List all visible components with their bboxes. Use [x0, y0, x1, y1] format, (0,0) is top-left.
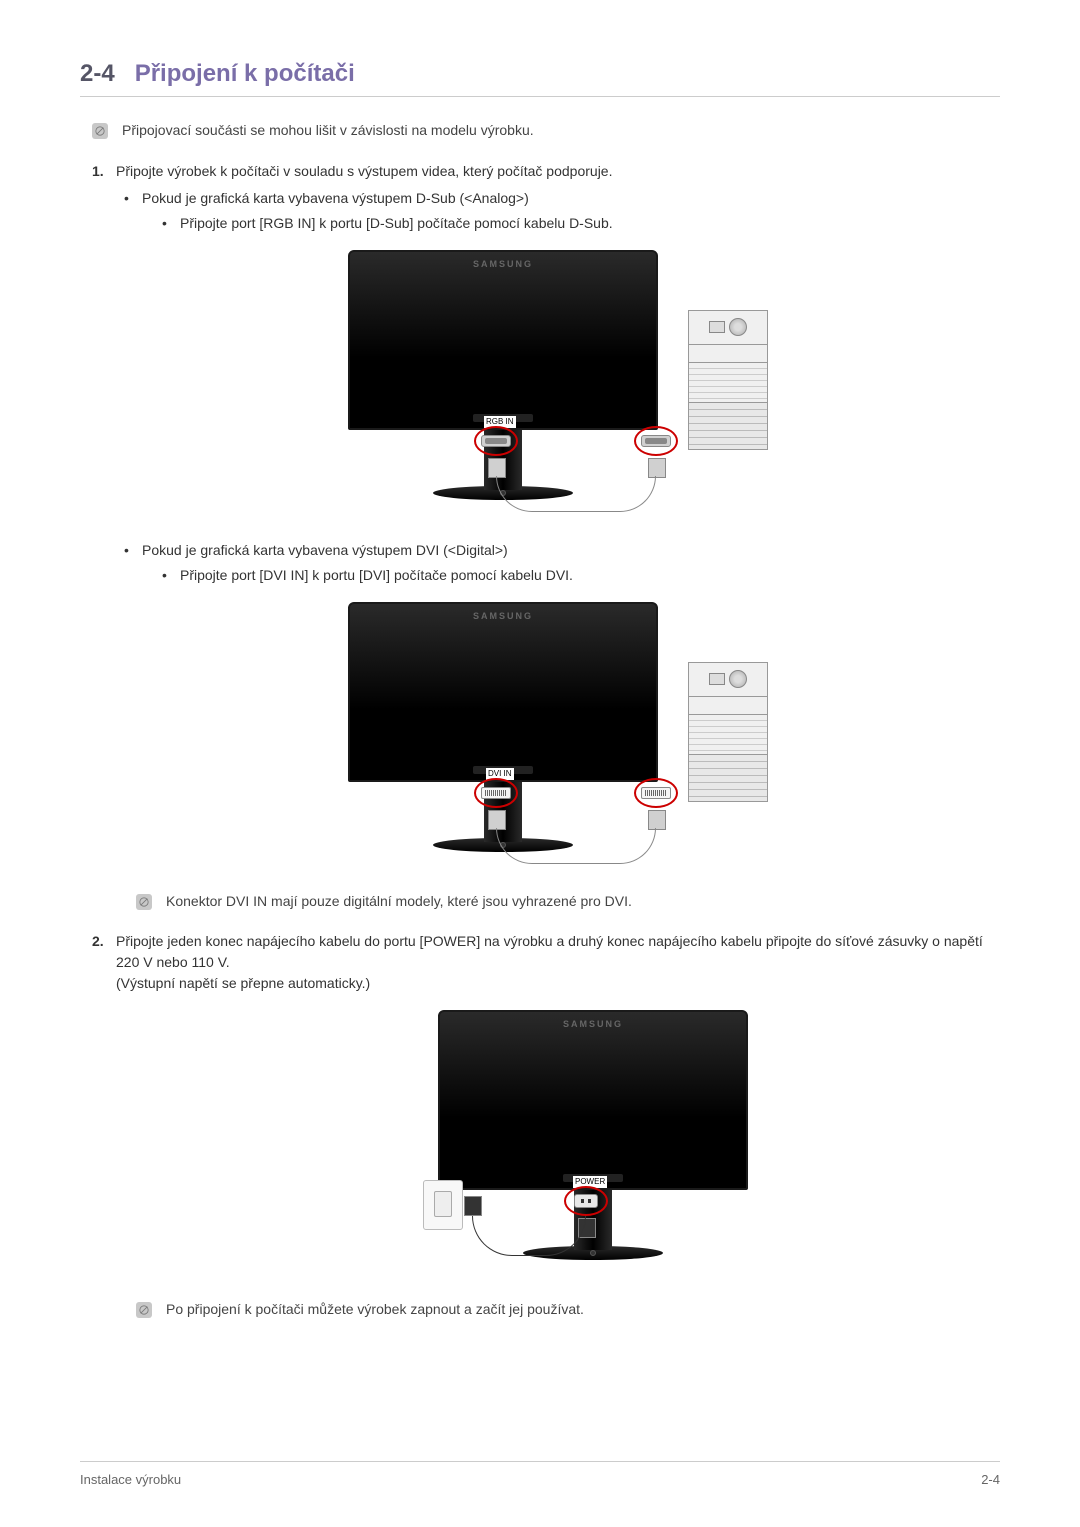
pc-case-illustration: [688, 310, 768, 450]
note-icon: [136, 1302, 152, 1318]
steps-list: Připojte výrobek k počítači v souladu s …: [92, 161, 1000, 1320]
pc-case-illustration-dvi: [688, 662, 768, 802]
dsub-pc-port-highlight: [634, 426, 678, 456]
section-header: 2-4 Připojení k počítači: [80, 60, 1000, 97]
step-1-text: Připojte výrobek k počítači v souladu s …: [116, 163, 612, 179]
step-1-sub-a-detail: Připojte port [RGB IN] k portu [D-Sub] p…: [162, 213, 1000, 234]
step-1-sub-a-text: Pokud je grafická karta vybavena výstupe…: [142, 190, 529, 206]
step-1-sub-b: Pokud je grafická karta vybavena výstupe…: [124, 540, 1000, 586]
power-port-highlight: [564, 1186, 608, 1216]
step-1-sub-a: Pokud je grafická karta vybavena výstupe…: [124, 188, 1000, 234]
step-2: Připojte jeden konec napájecího kabelu d…: [92, 931, 1000, 1320]
step-2-text-line2: (Výstupní napětí se přepne automaticky.): [116, 975, 370, 991]
dvi-cable-plug-monitor: [488, 810, 506, 830]
note-intro: Připojovací součásti se mohou lišit v zá…: [92, 121, 1000, 141]
step-1-sub-b-text: Pokud je grafická karta vybavena výstupe…: [142, 542, 508, 558]
monitor-brand-power: SAMSUNG: [563, 1018, 623, 1032]
diagram-dvi: SAMSUNG DVI IN: [116, 602, 1000, 872]
diagram-power: SAMSUNG POWER: [116, 1010, 1000, 1280]
monitor-brand: SAMSUNG: [473, 258, 533, 272]
step-1: Připojte výrobek k počítači v souladu s …: [92, 161, 1000, 912]
note-after-connect-text: Po připojení k počítači můžete výrobek z…: [166, 1300, 584, 1320]
note-intro-text: Připojovací součásti se mohou lišit v zá…: [122, 121, 534, 141]
note-dvi-only-text: Konektor DVI IN mají pouze digitální mod…: [166, 892, 632, 912]
dvi-cable: [496, 828, 656, 864]
note-dvi-only: Konektor DVI IN mají pouze digitální mod…: [136, 892, 1000, 912]
cable-plug-monitor: [488, 458, 506, 478]
footer-right: 2-4: [981, 1472, 1000, 1487]
monitor-brand-dvi: SAMSUNG: [473, 610, 533, 624]
dvi-pc-port-highlight: [634, 778, 678, 808]
note-icon: [92, 123, 108, 139]
footer-left: Instalace výrobku: [80, 1472, 181, 1487]
diagram-rgb: SAMSUNG RGB IN: [116, 250, 1000, 520]
note-after-connect: Po připojení k počítači můžete výrobek z…: [136, 1300, 1000, 1320]
wall-outlet-illustration: [423, 1180, 463, 1230]
rgb-port-highlight: [474, 426, 518, 456]
cable-plug-pc: [648, 458, 666, 478]
note-icon: [136, 894, 152, 910]
dvi-port-highlight: [474, 778, 518, 808]
section-number: 2-4: [80, 60, 115, 88]
page-footer: Instalace výrobku 2-4: [80, 1461, 1000, 1487]
section-title: Připojení k počítači: [135, 60, 355, 88]
dvi-cable-plug-pc: [648, 810, 666, 830]
step-2-text-line1: Připojte jeden konec napájecího kabelu d…: [116, 933, 983, 970]
dsub-cable: [496, 476, 656, 512]
step-1-sub-b-detail: Připojte port [DVI IN] k portu [DVI] poč…: [162, 565, 1000, 586]
power-cable-plug-wall: [464, 1196, 482, 1216]
